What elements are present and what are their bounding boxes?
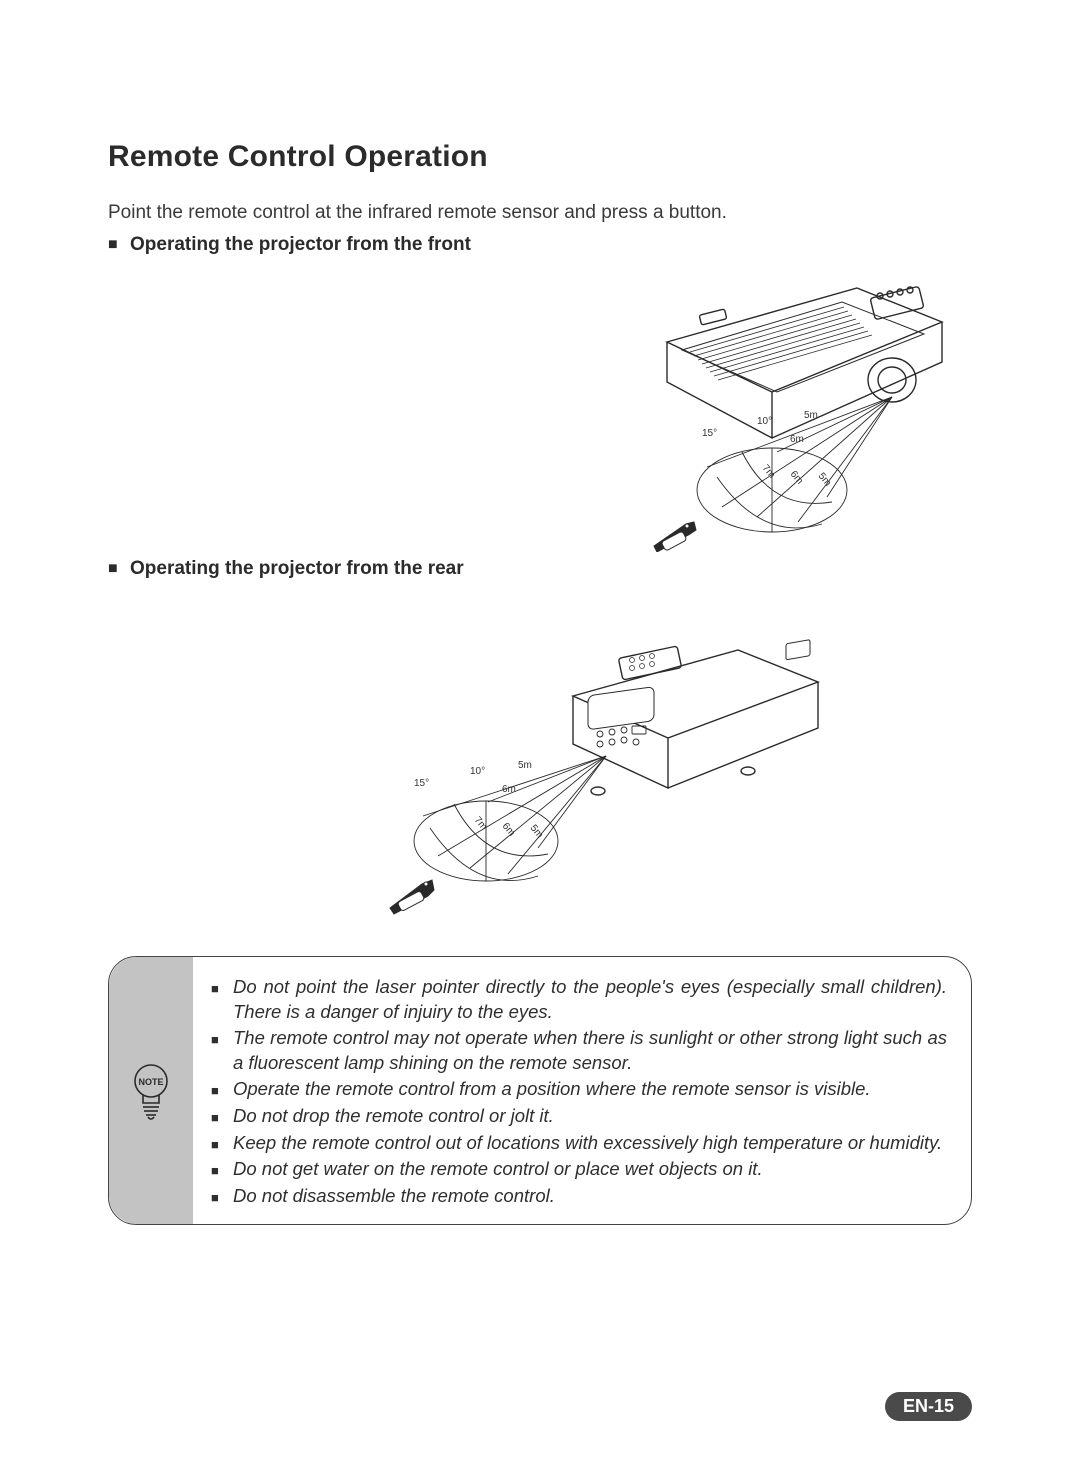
- label-6m-b: 6m: [788, 469, 805, 487]
- note-text: Do not drop the remote control or jolt i…: [233, 1104, 554, 1129]
- bullet-icon: ■: [108, 236, 130, 254]
- note-bulb-icon: NOTE: [129, 1057, 173, 1125]
- label-10deg: 10°: [757, 416, 772, 427]
- label-5m-rb: 5m: [528, 823, 545, 841]
- note-text: Do not disassemble the remote control.: [233, 1184, 555, 1209]
- intro-text: Point the remote control at the infrared…: [108, 202, 972, 224]
- note-item: ■Do not get water on the remote control …: [211, 1157, 947, 1182]
- label-5m-b: 5m: [816, 471, 833, 489]
- note-text: Do not point the laser pointer directly …: [233, 975, 947, 1024]
- bullet-icon: ■: [211, 975, 233, 1024]
- note-box: NOTE ■Do not point the laser pointer dir…: [108, 956, 972, 1225]
- label-15deg: 15°: [702, 428, 717, 439]
- bullet-icon: ■: [108, 560, 130, 578]
- label-10deg-r: 10°: [470, 766, 485, 777]
- page-title: Remote Control Operation: [108, 140, 972, 174]
- projector-front-illustration: 15° 10° 5m 6m 7m 6m 5m: [612, 252, 972, 552]
- note-item: ■Do not point the laser pointer directly…: [211, 975, 947, 1024]
- note-item: ■Do not disassemble the remote control.: [211, 1184, 947, 1209]
- label-15deg-r: 15°: [414, 778, 429, 789]
- diagram-rear: 15° 10° 5m 6m 7m 6m 5m: [108, 586, 972, 896]
- note-text: The remote control may not operate when …: [233, 1026, 947, 1075]
- bullet-icon: ■: [211, 1184, 233, 1209]
- subhead-rear-text: Operating the projector from the rear: [130, 558, 464, 579]
- bullet-icon: ■: [211, 1104, 233, 1129]
- label-7m: 7m: [760, 463, 777, 481]
- label-5m-a: 5m: [804, 410, 818, 421]
- label-6m-a: 6m: [790, 434, 804, 445]
- note-item: ■Operate the remote control from a posit…: [211, 1077, 947, 1102]
- page-number-badge: EN-15: [885, 1392, 972, 1421]
- label-6m-ra: 6m: [502, 784, 516, 795]
- note-label: NOTE: [138, 1077, 163, 1087]
- label-7m-r: 7m: [472, 815, 489, 833]
- bullet-icon: ■: [211, 1077, 233, 1102]
- bullet-icon: ■: [211, 1157, 233, 1182]
- note-content: ■Do not point the laser pointer directly…: [193, 957, 971, 1224]
- projector-rear-illustration: 15° 10° 5m 6m 7m 6m 5m: [388, 616, 828, 916]
- subhead-rear: ■Operating the projector from the rear: [108, 558, 972, 580]
- label-6m-rb: 6m: [500, 821, 517, 839]
- diagram-front: 15° 10° 5m 6m 7m 6m 5m: [108, 262, 972, 552]
- subhead-front-text: Operating the projector from the front: [130, 234, 471, 255]
- note-text: Keep the remote control out of locations…: [233, 1131, 942, 1156]
- note-item: ■The remote control may not operate when…: [211, 1026, 947, 1075]
- note-text: Operate the remote control from a positi…: [233, 1077, 871, 1102]
- note-item: ■Do not drop the remote control or jolt …: [211, 1104, 947, 1129]
- label-5m-ra: 5m: [518, 760, 532, 771]
- note-item: ■Keep the remote control out of location…: [211, 1131, 947, 1156]
- bullet-icon: ■: [211, 1131, 233, 1156]
- note-sidebar: NOTE: [109, 957, 193, 1224]
- bullet-icon: ■: [211, 1026, 233, 1075]
- note-text: Do not get water on the remote control o…: [233, 1157, 763, 1182]
